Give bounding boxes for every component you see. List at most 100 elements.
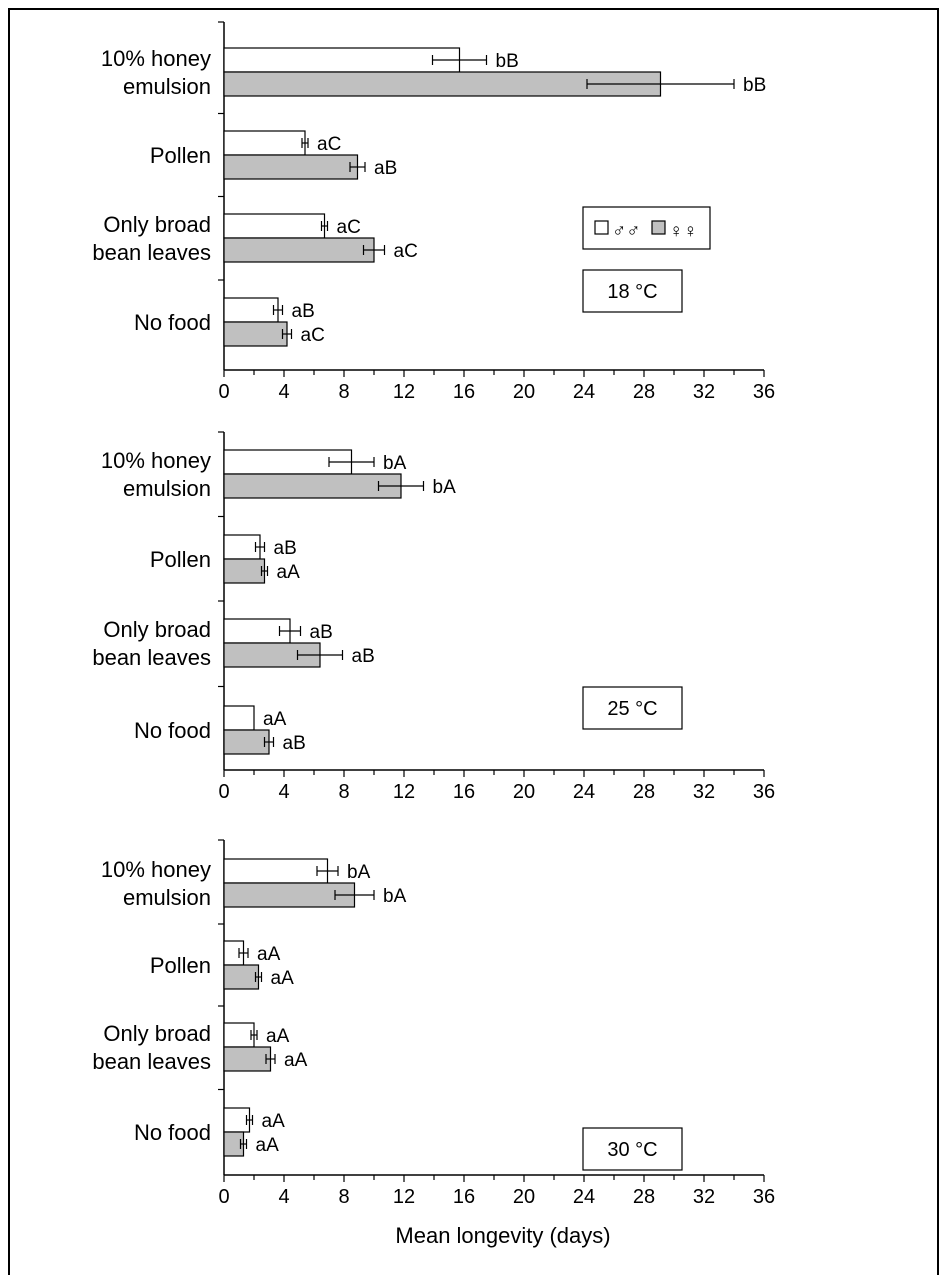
significance-label: aA <box>262 1111 286 1132</box>
significance-label: bA <box>347 862 371 883</box>
category-label: Only broad <box>103 212 211 237</box>
significance-label: bB <box>496 51 519 72</box>
x-tick-label: 4 <box>278 781 289 803</box>
category-label: 10% honey <box>101 857 211 882</box>
x-tick-label: 28 <box>633 781 655 803</box>
bar-males <box>223 47 461 73</box>
category-label: Pollen <box>150 953 211 978</box>
significance-label: aC <box>301 325 325 346</box>
significance-label: aA <box>256 1135 280 1156</box>
significance-label: aC <box>337 217 361 238</box>
x-tick-label: 12 <box>393 1186 415 1208</box>
bar-males <box>223 705 255 731</box>
x-tick-label: 24 <box>573 1186 595 1208</box>
significance-label: aA <box>271 968 295 989</box>
significance-label: aC <box>394 241 418 262</box>
x-axis-title: Mean longevity (days) <box>395 1223 610 1248</box>
bar-females <box>223 729 270 755</box>
category-label: emulsion <box>123 74 211 99</box>
bar-males <box>223 130 306 156</box>
category-label: bean leaves <box>92 240 211 265</box>
significance-label: aB <box>292 301 315 322</box>
temperature-label: 18 °C <box>607 281 657 303</box>
chart-panel-2: 0 4 8 12 16 20 24 28 32 36 10% honey emulsion bA bA Po… <box>92 431 775 803</box>
x-tick-label: 16 <box>453 1186 475 1208</box>
figure-frame <box>8 8 939 1275</box>
category-label: bean leaves <box>92 645 211 670</box>
x-tick-label: 8 <box>338 1186 349 1208</box>
category-label: emulsion <box>123 885 211 910</box>
bar-males <box>223 534 261 560</box>
category-label: Pollen <box>150 547 211 572</box>
legend: ♂♂ ♀♀ <box>582 206 711 250</box>
significance-label: aB <box>352 646 375 667</box>
temperature-label: 30 °C <box>607 1139 657 1161</box>
significance-label: bA <box>433 477 457 498</box>
bar-males <box>223 858 329 884</box>
category-label: No food <box>134 718 211 743</box>
significance-label: bA <box>383 453 407 474</box>
significance-label: aA <box>257 944 281 965</box>
bar-females <box>223 1046 272 1072</box>
bar-males <box>223 1107 251 1133</box>
category-label: Only broad <box>103 617 211 642</box>
bar-females <box>223 964 260 990</box>
category-label: Only broad <box>103 1021 211 1046</box>
bar-males <box>223 297 279 323</box>
x-tick-label: 12 <box>393 781 415 803</box>
bar-females <box>223 473 402 499</box>
x-tick-label: 16 <box>453 381 475 403</box>
legend-females-symbol: ♀♀ <box>669 221 698 242</box>
significance-label: aA <box>266 1026 290 1047</box>
x-tick-label: 0 <box>218 381 229 403</box>
x-tick-label: 28 <box>633 381 655 403</box>
bar-females <box>223 321 288 347</box>
x-tick-label: 4 <box>278 381 289 403</box>
x-tick-label: 28 <box>633 1186 655 1208</box>
bar-males <box>223 213 326 239</box>
category-label: No food <box>134 1120 211 1145</box>
category-label: 10% honey <box>101 448 211 473</box>
x-tick-label: 36 <box>753 381 775 403</box>
bar-females <box>223 237 375 263</box>
temperature-box <box>582 1127 683 1171</box>
x-tick-label: 32 <box>693 781 715 803</box>
x-tick-label: 32 <box>693 381 715 403</box>
bar-females <box>223 154 359 180</box>
significance-label: aB <box>374 158 397 179</box>
significance-label: aB <box>283 733 306 754</box>
x-tick-label: 20 <box>513 1186 535 1208</box>
x-tick-label: 24 <box>573 381 595 403</box>
x-tick-label: 8 <box>338 381 349 403</box>
significance-label: aB <box>310 622 333 643</box>
chart-panel-3: 0 4 8 12 16 20 24 28 32 36 10% honey emulsion bA bA Po… <box>92 839 775 1208</box>
category-label: bean leaves <box>92 1049 211 1074</box>
temperature-box <box>582 686 683 730</box>
bar-females <box>223 558 266 584</box>
significance-label: aC <box>317 134 341 155</box>
significance-label: aA <box>277 562 301 583</box>
x-tick-label: 0 <box>218 1186 229 1208</box>
legend-swatch-females <box>651 220 666 235</box>
x-tick-label: 16 <box>453 781 475 803</box>
category-label: 10% honey <box>101 46 211 71</box>
bar-females <box>223 882 356 908</box>
x-tick-label: 12 <box>393 381 415 403</box>
significance-label: bB <box>743 75 766 96</box>
significance-label: aA <box>284 1050 308 1071</box>
x-tick-label: 4 <box>278 1186 289 1208</box>
significance-label: aA <box>263 709 287 730</box>
x-tick-label: 20 <box>513 781 535 803</box>
x-tick-label: 24 <box>573 781 595 803</box>
x-tick-label: 36 <box>753 1186 775 1208</box>
x-tick-label: 8 <box>338 781 349 803</box>
x-tick-label: 36 <box>753 781 775 803</box>
legend-males-symbol: ♂♂ <box>612 221 641 242</box>
temperature-box <box>582 269 683 313</box>
x-tick-label: 0 <box>218 781 229 803</box>
chart-panel-1: 0 4 8 12 16 20 24 28 32 36 10% honey emulsion bB bB Po… <box>92 21 775 403</box>
bar-males <box>223 1022 255 1048</box>
legend-swatch-males <box>594 220 609 235</box>
category-label: Pollen <box>150 143 211 168</box>
